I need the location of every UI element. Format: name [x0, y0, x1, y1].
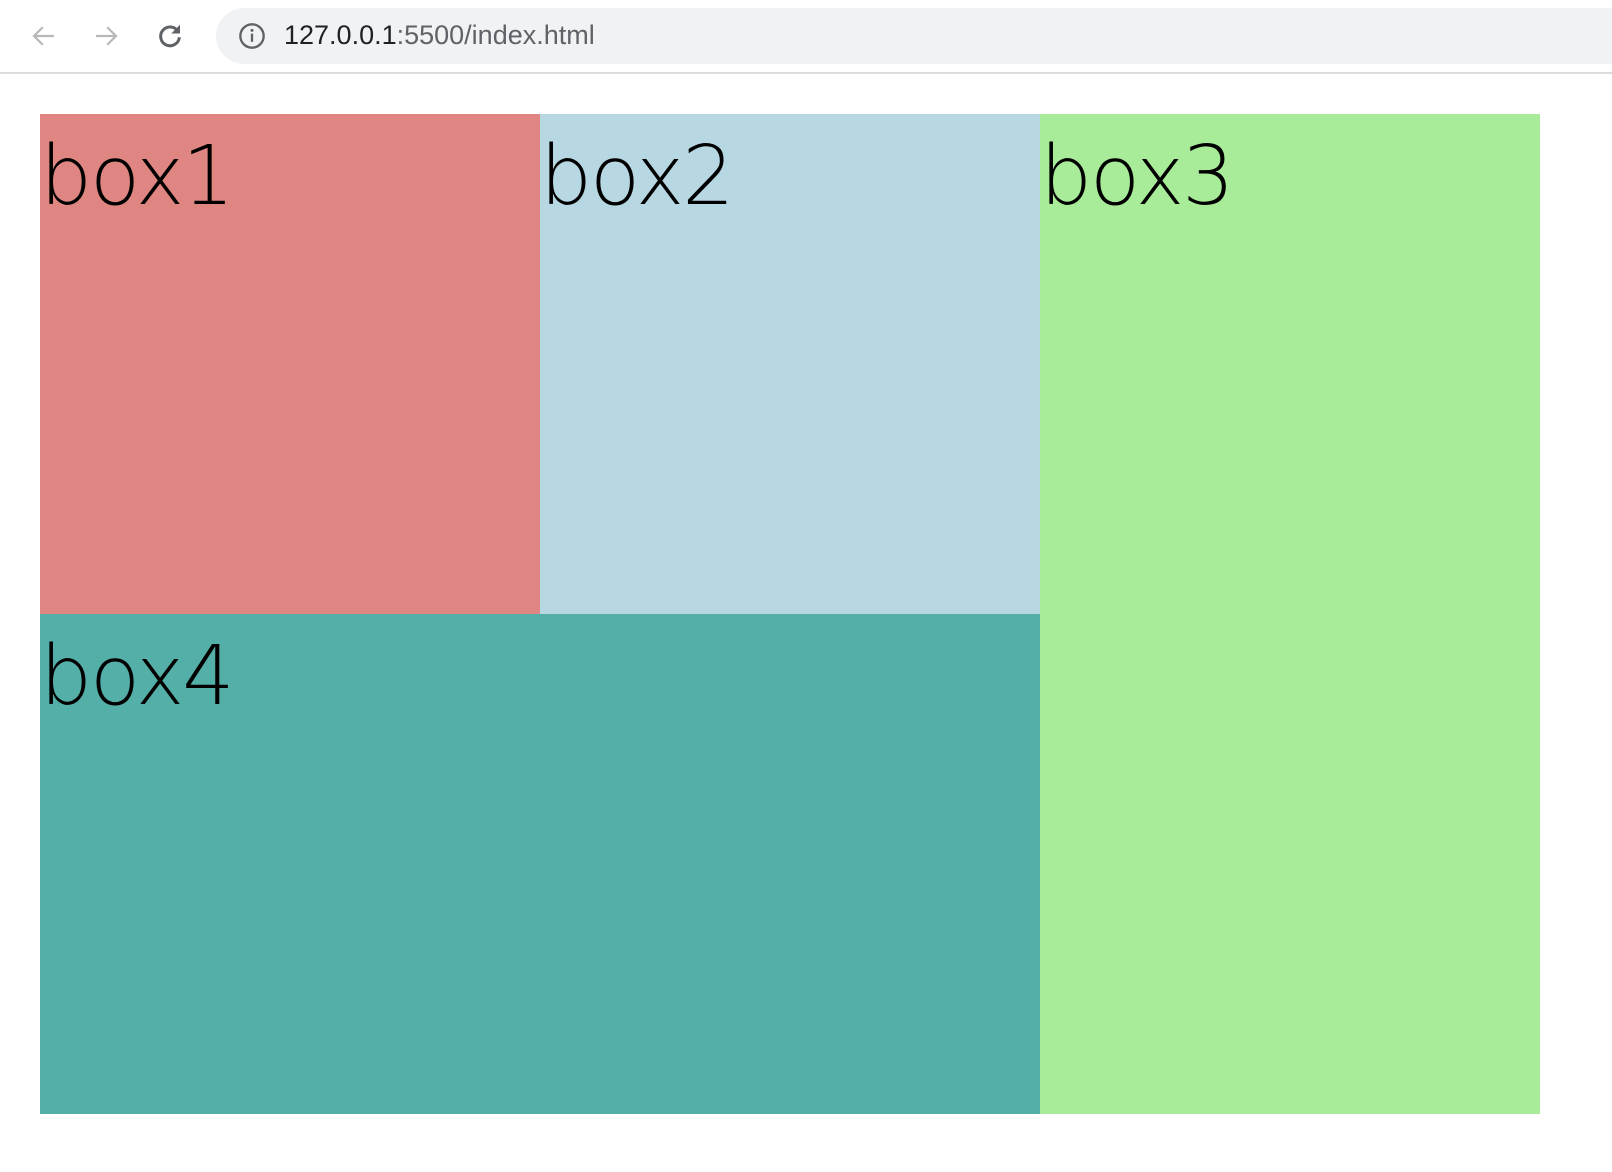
url-host: 127.0.0.1	[284, 20, 397, 50]
browser-toolbar: 127.0.0.1:5500/index.html	[0, 0, 1612, 74]
address-bar[interactable]: 127.0.0.1:5500/index.html	[216, 8, 1612, 64]
forward-button[interactable]	[88, 18, 124, 54]
url-text[interactable]: 127.0.0.1:5500/index.html	[284, 20, 595, 51]
box1: box1	[40, 114, 540, 614]
arrow-right-icon	[96, 26, 118, 46]
grid-container: box1 box2 box3 box4	[40, 114, 1540, 1114]
arrow-left-icon	[32, 26, 54, 46]
box3: box3	[1040, 114, 1540, 1114]
reload-button[interactable]	[152, 18, 188, 54]
info-icon[interactable]	[238, 22, 266, 50]
box4: box4	[40, 614, 1040, 1114]
back-button[interactable]	[26, 18, 62, 54]
box2: box2	[540, 114, 1040, 614]
url-path: :5500/index.html	[396, 20, 595, 50]
reload-icon	[159, 24, 181, 48]
